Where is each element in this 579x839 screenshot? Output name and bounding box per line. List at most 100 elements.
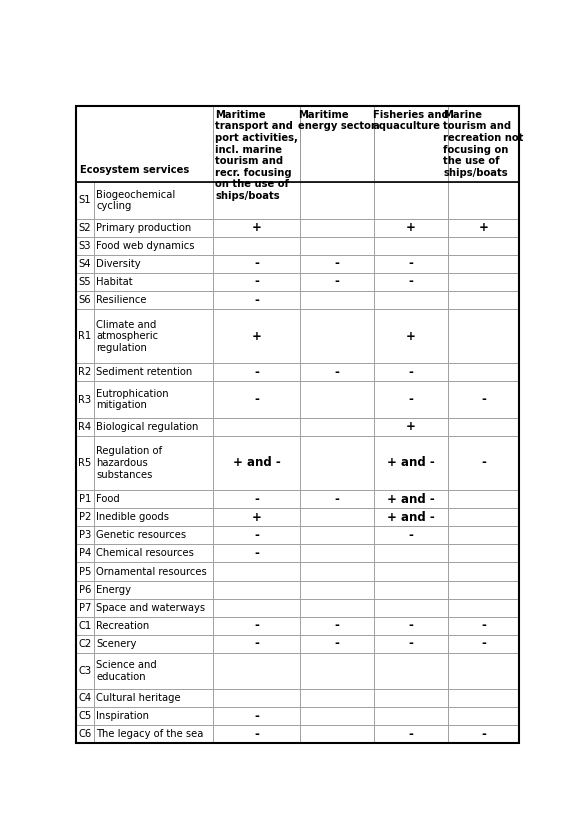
- Bar: [76, 617, 94, 635]
- Bar: [448, 291, 519, 309]
- Text: -: -: [254, 619, 259, 633]
- Text: Biological regulation: Biological regulation: [96, 422, 199, 432]
- Bar: [448, 490, 519, 508]
- Bar: [213, 545, 299, 562]
- Text: Food: Food: [96, 494, 120, 504]
- Bar: [213, 182, 299, 219]
- Bar: [373, 106, 448, 182]
- Text: Biogeochemical
cycling: Biogeochemical cycling: [96, 190, 175, 211]
- Text: -: -: [254, 366, 259, 379]
- Text: -: -: [254, 710, 259, 723]
- Bar: [94, 219, 213, 237]
- Text: P1: P1: [79, 494, 91, 504]
- Bar: [373, 237, 448, 255]
- Bar: [299, 581, 373, 599]
- Bar: [299, 508, 373, 526]
- Text: S4: S4: [79, 258, 91, 268]
- Bar: [94, 635, 213, 653]
- Bar: [76, 255, 94, 273]
- Bar: [299, 653, 373, 689]
- Bar: [448, 635, 519, 653]
- Text: Habitat: Habitat: [96, 277, 133, 287]
- Bar: [373, 363, 448, 382]
- Bar: [299, 382, 373, 418]
- Text: -: -: [408, 275, 413, 289]
- Bar: [373, 689, 448, 707]
- Text: P6: P6: [79, 585, 91, 595]
- Bar: [299, 635, 373, 653]
- Bar: [94, 309, 213, 363]
- Bar: [299, 363, 373, 382]
- Bar: [448, 653, 519, 689]
- Bar: [94, 255, 213, 273]
- Text: -: -: [408, 366, 413, 379]
- Text: R4: R4: [78, 422, 91, 432]
- Bar: [213, 526, 299, 545]
- Bar: [299, 106, 373, 182]
- Bar: [76, 635, 94, 653]
- Bar: [213, 382, 299, 418]
- Bar: [213, 106, 299, 182]
- Bar: [373, 653, 448, 689]
- Bar: [299, 707, 373, 726]
- Text: -: -: [408, 258, 413, 270]
- Bar: [448, 418, 519, 435]
- Bar: [448, 363, 519, 382]
- Bar: [76, 418, 94, 435]
- Text: S6: S6: [79, 295, 91, 305]
- Text: Maritime
energy sector: Maritime energy sector: [298, 110, 376, 132]
- Bar: [94, 562, 213, 581]
- Bar: [94, 689, 213, 707]
- Bar: [94, 599, 213, 617]
- Text: -: -: [481, 456, 486, 470]
- Bar: [94, 707, 213, 726]
- Text: C1: C1: [78, 621, 91, 631]
- Text: Chemical resources: Chemical resources: [96, 549, 194, 559]
- Bar: [373, 418, 448, 435]
- Text: R2: R2: [78, 367, 91, 378]
- Bar: [213, 599, 299, 617]
- Text: -: -: [254, 294, 259, 306]
- Text: Recreation: Recreation: [96, 621, 149, 631]
- Bar: [94, 237, 213, 255]
- Bar: [373, 635, 448, 653]
- Bar: [213, 653, 299, 689]
- Bar: [299, 418, 373, 435]
- Text: Inspiration: Inspiration: [96, 711, 149, 722]
- Bar: [76, 526, 94, 545]
- Text: P7: P7: [79, 602, 91, 612]
- Bar: [94, 545, 213, 562]
- Bar: [373, 581, 448, 599]
- Text: +: +: [251, 221, 261, 234]
- Text: + and -: + and -: [233, 456, 280, 470]
- Text: Food web dynamics: Food web dynamics: [96, 241, 195, 251]
- Text: S1: S1: [79, 195, 91, 206]
- Bar: [94, 273, 213, 291]
- Bar: [213, 309, 299, 363]
- Bar: [299, 526, 373, 545]
- Text: Maritime
transport and
port activities,
incl. marine
tourism and
recr. focusing
: Maritime transport and port activities, …: [215, 110, 298, 201]
- Text: -: -: [481, 619, 486, 633]
- Text: Ornamental resources: Ornamental resources: [96, 566, 207, 576]
- Text: -: -: [481, 728, 486, 741]
- Bar: [94, 435, 213, 490]
- Bar: [94, 526, 213, 545]
- Bar: [213, 255, 299, 273]
- Bar: [76, 726, 94, 743]
- Text: -: -: [334, 638, 339, 650]
- Text: P3: P3: [79, 530, 91, 540]
- Bar: [299, 309, 373, 363]
- Text: + and -: + and -: [387, 511, 435, 524]
- Text: Eutrophication
mitigation: Eutrophication mitigation: [96, 388, 169, 410]
- Text: Sediment retention: Sediment retention: [96, 367, 193, 378]
- Text: -: -: [334, 366, 339, 379]
- Bar: [213, 508, 299, 526]
- Bar: [94, 291, 213, 309]
- Bar: [299, 182, 373, 219]
- Text: -: -: [334, 275, 339, 289]
- Bar: [448, 562, 519, 581]
- Bar: [373, 726, 448, 743]
- Bar: [373, 255, 448, 273]
- Text: C3: C3: [78, 666, 91, 676]
- Bar: [94, 418, 213, 435]
